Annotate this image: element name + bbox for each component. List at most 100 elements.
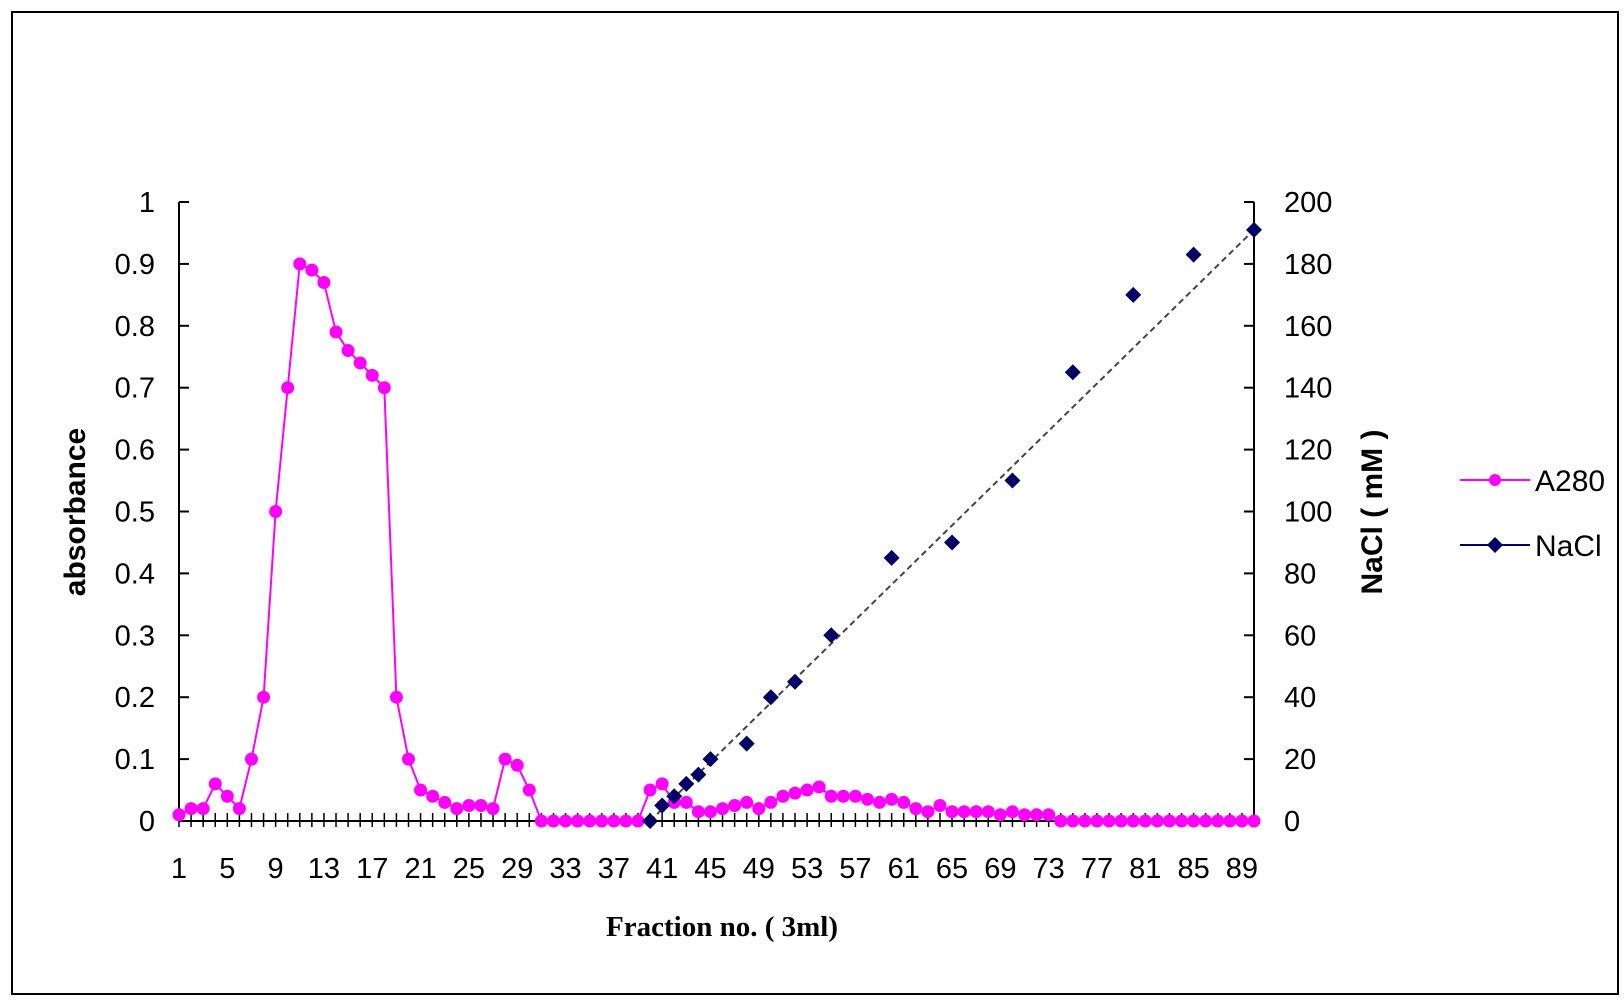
a280-point xyxy=(1199,814,1213,828)
a280-point xyxy=(836,789,850,803)
nacl-point xyxy=(738,735,755,752)
a280-point xyxy=(957,805,971,819)
nacl-point xyxy=(1246,221,1262,238)
a280-point xyxy=(1030,808,1044,822)
nacl-trendline xyxy=(649,229,1255,822)
x-tick-label: 13 xyxy=(308,853,340,885)
a280-point xyxy=(559,814,573,828)
a280-point xyxy=(619,814,633,828)
y-right-tick-label: 40 xyxy=(1284,682,1316,714)
x-tick-label: 9 xyxy=(268,853,284,885)
x-tick-label: 1 xyxy=(171,853,187,885)
a280-point xyxy=(1042,808,1056,822)
a280-point xyxy=(1114,814,1128,828)
a280-point xyxy=(1235,814,1249,828)
a280-point xyxy=(848,789,862,803)
a280-point xyxy=(824,789,838,803)
a280-point xyxy=(595,814,609,828)
a280-point xyxy=(1090,814,1104,828)
a280-point xyxy=(643,783,657,797)
a280-point xyxy=(365,368,379,382)
y-right-tick-label: 200 xyxy=(1284,187,1332,219)
nacl-trendline-line xyxy=(649,229,1255,822)
nacl-point xyxy=(1185,246,1202,263)
a280-point xyxy=(329,325,343,339)
a280-point xyxy=(534,814,548,828)
a280-point xyxy=(184,802,198,816)
a280-point xyxy=(679,795,693,809)
x-tick-label: 49 xyxy=(743,853,775,885)
y-left-tick-label: 0.6 xyxy=(115,435,155,467)
nacl-point xyxy=(702,751,719,768)
a280-point xyxy=(401,752,415,766)
a280-point xyxy=(281,381,295,395)
a280-point xyxy=(1005,805,1019,819)
a280-point xyxy=(740,795,754,809)
legend-nacl-marker xyxy=(1487,537,1503,553)
a280-point xyxy=(776,789,790,803)
a280-point xyxy=(462,799,476,813)
legend-a280-marker xyxy=(1489,474,1501,486)
a280-point xyxy=(1078,814,1092,828)
a280-point xyxy=(1138,814,1152,828)
x-tick-label: 57 xyxy=(839,853,871,885)
nacl-point xyxy=(678,775,695,792)
a280-point xyxy=(945,805,959,819)
nacl-point xyxy=(642,813,659,829)
a280-point xyxy=(208,777,222,791)
nacl-point xyxy=(762,689,779,706)
a280-point xyxy=(257,690,271,704)
a280-point xyxy=(353,356,367,370)
nacl-point xyxy=(823,627,840,644)
y-left-tick-label: 0.7 xyxy=(115,373,155,405)
chart-border xyxy=(11,11,1619,995)
a280-point xyxy=(414,783,428,797)
a280-point xyxy=(1018,808,1032,822)
legend: A280 NaCl xyxy=(1460,465,1605,563)
a280-point xyxy=(220,789,234,803)
a280-point xyxy=(498,752,512,766)
a280-point xyxy=(450,802,464,816)
a280-point xyxy=(1102,814,1116,828)
nacl-point xyxy=(883,549,900,566)
x-tick-label: 85 xyxy=(1177,853,1209,885)
a280-point xyxy=(1162,814,1176,828)
y-left-axis-title: absorbance xyxy=(59,428,92,596)
a280-point xyxy=(232,802,246,816)
a280-point xyxy=(764,795,778,809)
a280-point xyxy=(655,777,669,791)
x-tick-label: 25 xyxy=(453,853,485,885)
a280-point xyxy=(909,802,923,816)
y-right-tick-label: 20 xyxy=(1284,744,1316,776)
legend-nacl-label: NaCl xyxy=(1535,530,1602,563)
x-tick-label: 65 xyxy=(936,853,968,885)
x-tick-label: 69 xyxy=(984,853,1016,885)
y-right-tick-label: 180 xyxy=(1284,249,1332,281)
a280-point xyxy=(293,257,307,271)
a280-point xyxy=(571,814,585,828)
a280-point xyxy=(800,783,814,797)
a280-point xyxy=(377,381,391,395)
y-right-tick-label: 120 xyxy=(1284,435,1332,467)
nacl-point xyxy=(1004,472,1021,489)
a280-point xyxy=(788,786,802,800)
y-left-tick-label: 0.9 xyxy=(115,249,155,281)
y-right-tick-label: 80 xyxy=(1284,558,1316,590)
x-tick-label: 73 xyxy=(1033,853,1065,885)
a280-point xyxy=(1126,814,1140,828)
a280-point xyxy=(244,752,258,766)
a280-point xyxy=(969,805,983,819)
a280-point xyxy=(728,799,742,813)
tick-labels: 00.10.20.30.40.50.60.70.80.9102040608010… xyxy=(115,187,1333,885)
a280-point xyxy=(752,802,766,816)
x-tick-label: 37 xyxy=(598,853,630,885)
a280-point xyxy=(1211,814,1225,828)
x-tick-label: 17 xyxy=(356,853,388,885)
x-tick-label: 61 xyxy=(888,853,920,885)
x-tick-label: 77 xyxy=(1081,853,1113,885)
a280-point xyxy=(1187,814,1201,828)
a280-point xyxy=(873,795,887,809)
nacl-point xyxy=(654,797,671,814)
a280-point xyxy=(341,344,355,358)
